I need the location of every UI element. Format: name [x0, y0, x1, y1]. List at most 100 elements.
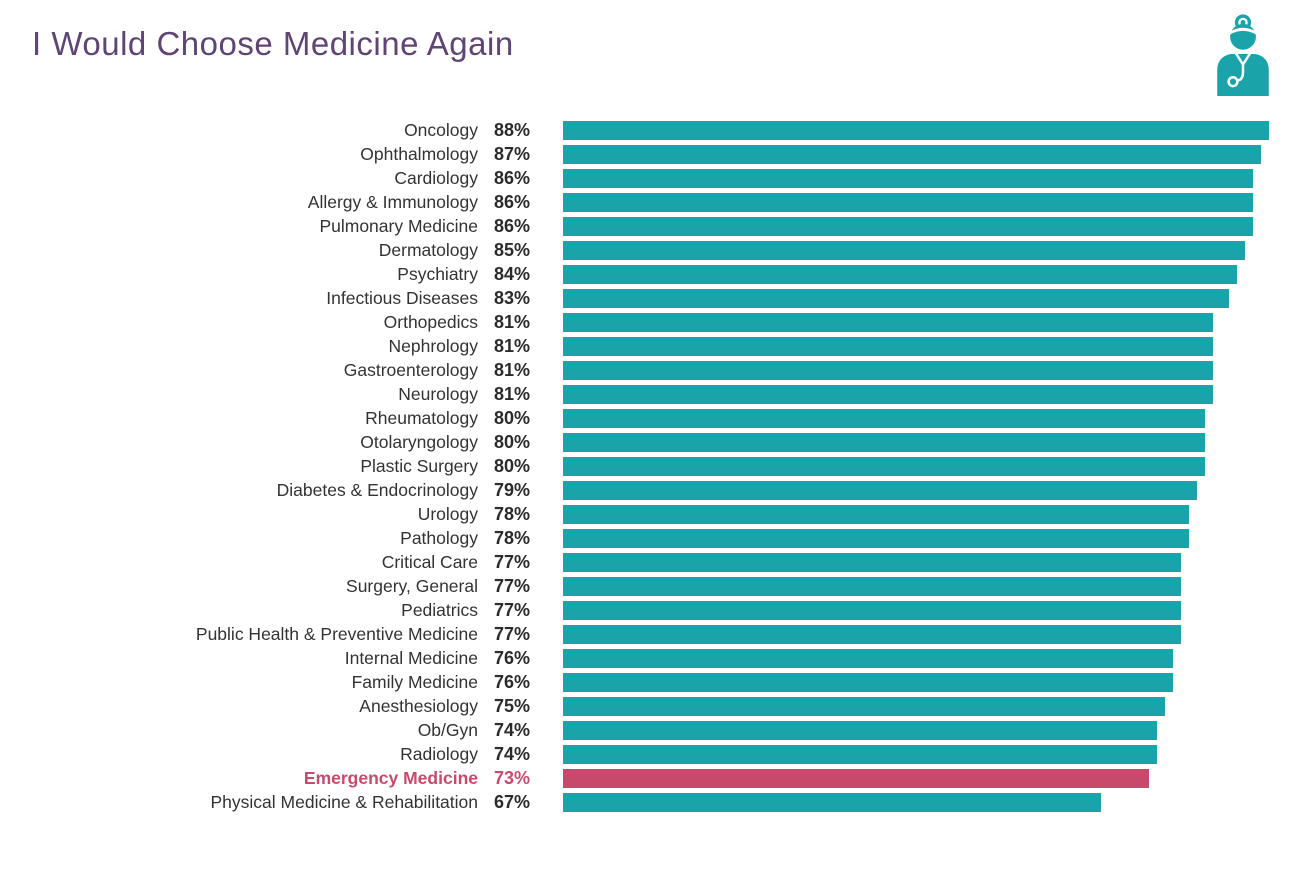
- chart-row: Nephrology 81%: [16, 334, 1290, 358]
- bar: [563, 648, 1173, 668]
- bar-track: [563, 432, 1269, 452]
- value-label: 74%: [494, 720, 531, 740]
- chart-row: Oncology 88%: [16, 118, 1290, 142]
- bar: [563, 144, 1261, 164]
- category-label: Gastroenterology: [343, 360, 478, 380]
- bar: [563, 792, 1101, 812]
- bar: [563, 696, 1165, 716]
- bar-track: [563, 624, 1269, 644]
- bar: [563, 576, 1181, 596]
- category-label: Surgery, General: [346, 576, 478, 596]
- chart-row: Rheumatology 80%: [16, 406, 1290, 430]
- bar: [563, 192, 1253, 212]
- value-label: 81%: [494, 384, 531, 404]
- bar-track: [563, 792, 1269, 812]
- category-label: Diabetes & Endocrinology: [276, 480, 478, 500]
- bar: [563, 744, 1157, 764]
- value-label: 75%: [494, 696, 531, 716]
- value-label: 78%: [494, 504, 531, 524]
- bar-track: [563, 552, 1269, 572]
- category-label: Anesthesiology: [359, 696, 478, 716]
- value-label: 77%: [494, 576, 531, 596]
- chart-row: Surgery, General 77%: [16, 574, 1290, 598]
- bar: [563, 672, 1173, 692]
- bar: [563, 312, 1213, 332]
- bar: [563, 552, 1181, 572]
- category-label: Ophthalmology: [360, 144, 478, 164]
- category-label: Pediatrics: [401, 600, 478, 620]
- bar: [563, 240, 1245, 260]
- category-label: Dermatology: [378, 240, 478, 260]
- category-label: Orthopedics: [383, 312, 478, 332]
- value-label: 76%: [494, 672, 531, 692]
- bar: [563, 264, 1237, 284]
- value-label: 77%: [494, 624, 531, 644]
- value-label: 88%: [494, 120, 531, 140]
- bar-track: [563, 144, 1269, 164]
- chart-row: Critical Care 77%: [16, 550, 1290, 574]
- chart-header: I Would Choose Medicine Again: [0, 0, 1290, 96]
- category-label: Physical Medicine & Rehabilitation: [210, 792, 479, 812]
- value-label: 86%: [494, 216, 531, 236]
- bar-track: [563, 264, 1269, 284]
- bar-track: [563, 336, 1269, 356]
- category-label: Allergy & Immunology: [307, 192, 478, 212]
- bar-track: [563, 696, 1269, 716]
- value-label: 77%: [494, 552, 531, 572]
- category-label: Urology: [417, 504, 478, 524]
- bar: [563, 768, 1149, 788]
- bar-track: [563, 504, 1269, 524]
- chart-title: I Would Choose Medicine Again: [32, 25, 514, 62]
- value-label: 73%: [494, 768, 531, 788]
- value-label: 86%: [494, 192, 531, 212]
- bar-track: [563, 384, 1269, 404]
- value-label: 87%: [494, 144, 531, 164]
- bar-track: [563, 456, 1269, 476]
- value-label: 81%: [494, 312, 531, 332]
- chart-row: Orthopedics 81%: [16, 310, 1290, 334]
- value-label: 81%: [494, 336, 531, 356]
- chart-row: Family Medicine 76%: [16, 670, 1290, 694]
- chart-row: Urology 78%: [16, 502, 1290, 526]
- category-label: Cardiology: [394, 168, 478, 188]
- bar: [563, 216, 1253, 236]
- bar: [563, 120, 1269, 140]
- bar-track: [563, 312, 1269, 332]
- bar-track: [563, 528, 1269, 548]
- value-label: 79%: [494, 480, 531, 500]
- bar-track: [563, 600, 1269, 620]
- bar: [563, 336, 1213, 356]
- category-label: Radiology: [400, 744, 478, 764]
- category-label: Plastic Surgery: [360, 456, 478, 476]
- value-label: 80%: [494, 408, 531, 428]
- category-label: Family Medicine: [351, 672, 478, 692]
- chart-row: Physical Medicine & Rehabilitation 67%: [16, 790, 1290, 814]
- bar-track: [563, 408, 1269, 428]
- bar-track: [563, 744, 1269, 764]
- value-label: 81%: [494, 360, 531, 380]
- category-label: Critical Care: [381, 552, 478, 572]
- category-label: Ob/Gyn: [417, 720, 478, 740]
- bar-track: [563, 216, 1269, 236]
- value-label: 77%: [494, 600, 531, 620]
- bar-track: [563, 720, 1269, 740]
- value-label: 84%: [494, 264, 531, 284]
- chart-row: Cardiology 86%: [16, 166, 1290, 190]
- chart-row: Allergy & Immunology 86%: [16, 190, 1290, 214]
- chart-row: Plastic Surgery 80%: [16, 454, 1290, 478]
- bar-track: [563, 168, 1269, 188]
- chart-row: Ob/Gyn 74%: [16, 718, 1290, 742]
- bar: [563, 528, 1189, 548]
- bar: [563, 360, 1213, 380]
- chart-row: Emergency Medicine 73%: [16, 766, 1290, 790]
- chart-row: Public Health & Preventive Medicine 77%: [16, 622, 1290, 646]
- chart-row: Anesthesiology 75%: [16, 694, 1290, 718]
- chart-row: Radiology 74%: [16, 742, 1290, 766]
- chart-row: Psychiatry 84%: [16, 262, 1290, 286]
- value-label: 80%: [494, 432, 531, 452]
- category-label: Nephrology: [388, 336, 479, 356]
- value-label: 78%: [494, 528, 531, 548]
- chart-row: Dermatology 85%: [16, 238, 1290, 262]
- bar-chart: Oncology 88% Ophthalmology 87% Cardiology 86%…: [0, 118, 1290, 814]
